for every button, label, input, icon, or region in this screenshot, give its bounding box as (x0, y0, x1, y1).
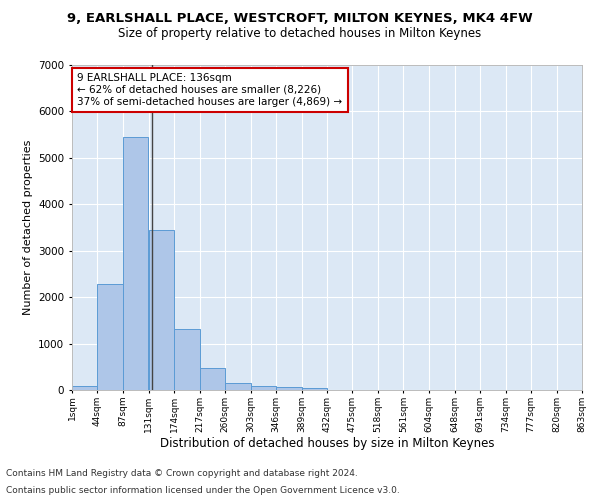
Bar (149, 230, 175, 390)
Text: Contains HM Land Registry data © Crown copyright and database right 2024.: Contains HM Land Registry data © Crown c… (6, 468, 358, 477)
Text: 9 EARLSHALL PLACE: 136sqm
← 62% of detached houses are smaller (8,226)
37% of se: 9 EARLSHALL PLACE: 136sqm ← 62% of detac… (77, 74, 343, 106)
Text: Contains public sector information licensed under the Open Government Licence v3: Contains public sector information licen… (6, 486, 400, 495)
Bar (225, 382, 251, 390)
Y-axis label: Number of detached properties: Number of detached properties (23, 140, 32, 315)
Bar (251, 386, 276, 390)
Bar (97, 284, 123, 390)
Bar (276, 387, 302, 390)
Bar (200, 368, 225, 390)
Bar (72, 386, 97, 390)
Text: 9, EARLSHALL PLACE, WESTCROFT, MILTON KEYNES, MK4 4FW: 9, EARLSHALL PLACE, WESTCROFT, MILTON KE… (67, 12, 533, 26)
X-axis label: Distribution of detached houses by size in Milton Keynes: Distribution of detached houses by size … (160, 438, 494, 450)
Bar (175, 328, 200, 390)
Text: Size of property relative to detached houses in Milton Keynes: Size of property relative to detached ho… (118, 28, 482, 40)
Bar (302, 388, 327, 390)
Bar (123, 137, 148, 390)
